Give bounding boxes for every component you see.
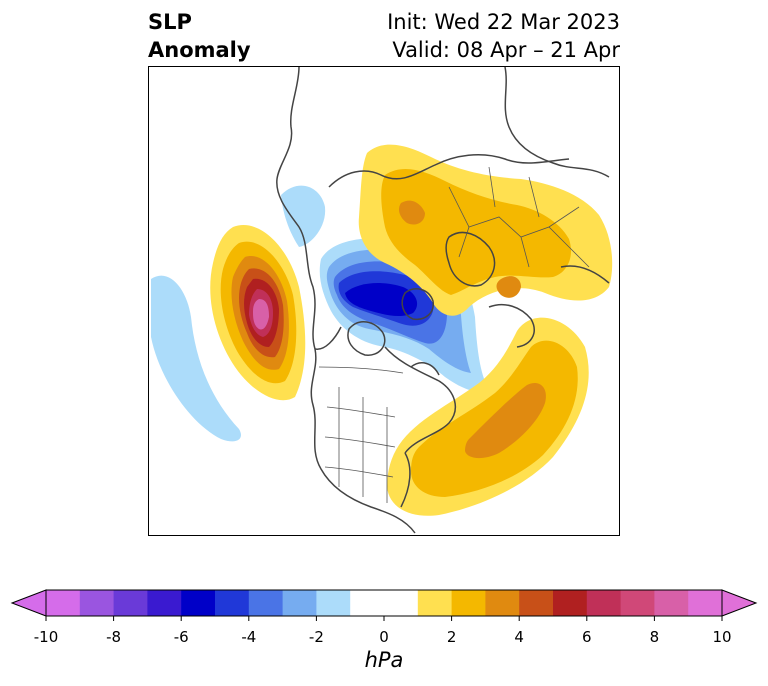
negative-anomaly-alaska (281, 185, 326, 247)
colorbar-tick-label: 4 (514, 628, 524, 646)
colorbar-segment (46, 590, 81, 616)
colorbar-tick-label: -6 (173, 628, 189, 646)
colorbar-tick-label: 10 (712, 628, 732, 646)
country-borders (318, 166, 590, 503)
colorbar-segment (451, 590, 486, 616)
colorbar-ticks (45, 616, 723, 621)
colorbar-segment (417, 590, 453, 616)
map-dates: Init: Wed 22 Mar 2023 Valid: 08 Apr – 21… (387, 8, 620, 64)
colorbar-segment (316, 590, 351, 616)
colorbar-tick-label: -8 (106, 628, 122, 646)
colorbar-tick-label: 8 (649, 628, 660, 646)
colorbar-min-arrow (10, 589, 47, 617)
colorbar-max-arrow (721, 589, 758, 617)
colorbar-segment (553, 590, 588, 616)
positive-anomaly-north-atlantic (387, 317, 589, 516)
colorbar-tick-label: -10 (33, 628, 59, 646)
colorbar-segment (654, 590, 689, 616)
colorbar-segment (113, 590, 148, 616)
positive-anomaly-eurasia (358, 144, 613, 316)
init-date: Init: Wed 22 Mar 2023 (387, 10, 620, 34)
colorbar-segment (485, 590, 520, 616)
map-title: SLP Anomaly (148, 8, 251, 64)
anomaly-fills (151, 144, 613, 516)
colorbar-segment (586, 590, 622, 616)
map-panel (148, 66, 620, 536)
colorbar-tick-label: 2 (446, 628, 457, 646)
colorbar-tick-label: 0 (379, 628, 389, 646)
title-variable-type: Anomaly (148, 38, 251, 62)
colorbar-segment (282, 590, 317, 616)
colorbar-segment (620, 590, 655, 616)
colorbar-segment (350, 590, 419, 616)
colorbar-segment (519, 590, 554, 616)
colorbar-segment (688, 590, 723, 616)
colorbar-segment (147, 590, 182, 616)
colorbar-segment (215, 590, 250, 616)
colorbar-unit: hPa (364, 648, 404, 672)
title-variable: SLP (148, 10, 192, 34)
colorbar-segment (79, 590, 115, 616)
colorbar (10, 589, 758, 621)
coastlines (276, 67, 610, 534)
colorbar-tick-label: 6 (582, 628, 592, 646)
valid-range: Valid: 08 Apr – 21 Apr (392, 38, 620, 62)
negative-anomaly-central-pacific (151, 275, 241, 442)
colorbar-segment (181, 590, 216, 616)
slp-anomaly-map (151, 67, 613, 534)
colorbar-segment (248, 590, 284, 616)
colorbar-tick-label: -2 (308, 628, 324, 646)
positive-anomaly-northeast-pacific (210, 225, 306, 401)
colorbar-segments (46, 590, 723, 616)
colorbar-tick-label: -4 (241, 628, 257, 646)
